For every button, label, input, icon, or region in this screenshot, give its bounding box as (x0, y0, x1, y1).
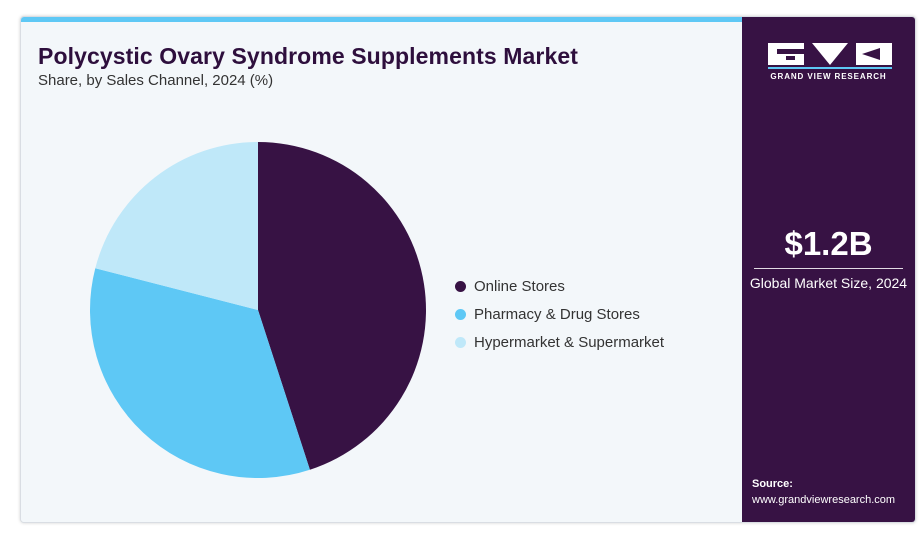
info-sidebar: GRAND VIEW RESEARCH $1.2B Global Market … (742, 17, 915, 522)
metric-divider (754, 268, 903, 269)
market-size-value: $1.2B (784, 225, 873, 262)
chart-card: Polycystic Ovary Syndrome Supplements Ma… (20, 16, 916, 523)
legend-swatch (455, 280, 466, 292)
legend-label: Online Stores (474, 277, 565, 295)
chart-title: Polycystic Ovary Syndrome Supplements Ma… (38, 43, 578, 69)
legend-label: Hypermarket & Supermarket (474, 333, 665, 351)
legend-swatch (455, 308, 466, 320)
market-size-label: Global Market Size, 2024 (749, 275, 908, 291)
grand-view-research-logo (768, 43, 892, 69)
pie-slice-pharmacy-and-drug-stores (90, 268, 310, 479)
pie-slice-hypermarket-and-supermarket (95, 142, 258, 310)
legend-item-pharmacy-and-drug-stores: Pharmacy & Drug Stores (455, 300, 664, 328)
brand-name: GRAND VIEW RESEARCH (770, 72, 887, 81)
source-label: Source: (752, 478, 793, 490)
legend-item-online-stores: Online Stores (455, 272, 664, 300)
legend-label: Pharmacy & Drug Stores (474, 305, 640, 323)
chart-legend: Online Stores Pharmacy & Drug Stores Hyper… (455, 272, 664, 356)
pie-slice-online-stores (258, 142, 427, 470)
accent-bar (21, 17, 742, 22)
pie-chart (90, 142, 427, 479)
legend-swatch (455, 336, 466, 348)
source-url[interactable]: www.grandviewresearch.com (752, 494, 896, 506)
chart-subtitle: Share, by Sales Channel, 2024 (%) (38, 72, 274, 89)
chart-panel: Polycystic Ovary Syndrome Supplements Ma… (21, 22, 742, 522)
legend-item-hypermarket-and-supermarket: Hypermarket & Supermarket (455, 328, 664, 356)
